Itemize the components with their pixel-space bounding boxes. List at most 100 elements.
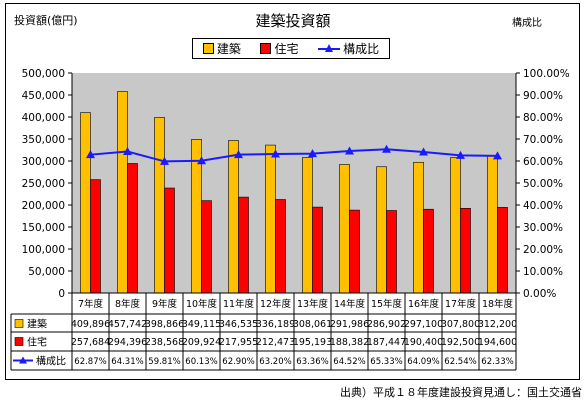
- marker-koseihi: [308, 149, 317, 158]
- table-value-kenchiku: 398,866: [145, 319, 184, 330]
- marker-koseihi: [345, 146, 354, 155]
- legend: 建築 住宅 構成比: [192, 38, 390, 59]
- table-value-jutaku: 188,382: [330, 337, 369, 348]
- bar-jutaku: [423, 208, 434, 294]
- y-right-tick-label: 50.00%: [523, 178, 563, 190]
- x-category-label: 14年度: [334, 298, 366, 310]
- y-right-tick-label: 10.00%: [523, 266, 563, 278]
- x-category-label: 17年度: [445, 298, 477, 310]
- table-value-koseihi: 64.31%: [111, 357, 143, 367]
- y-left-tick-label: 100,000: [22, 244, 65, 256]
- table-value-kenchiku: 336,189: [256, 319, 295, 330]
- table-key-marker-koseihi: [19, 356, 27, 364]
- y-right-tick-label: 40.00%: [523, 200, 563, 212]
- bar-jutaku: [201, 200, 212, 294]
- marker-koseihi: [419, 147, 428, 156]
- x-category-label: 12年度: [260, 298, 292, 310]
- plot-area: [72, 73, 516, 293]
- table-value-koseihi: 64.09%: [407, 357, 439, 367]
- bar-jutaku: [312, 206, 323, 294]
- y-right-tick-label: 100.00%: [523, 68, 570, 80]
- bar-jutaku: [238, 196, 249, 294]
- marker-koseihi: [271, 149, 280, 158]
- bar-kenchiku: [228, 140, 239, 294]
- legend-item-kenchiku: 建築: [202, 40, 241, 57]
- table-series-label-kenchiku: 建築: [27, 318, 47, 331]
- table-value-koseihi: 64.52%: [333, 357, 365, 367]
- x-category-label: 15年度: [371, 298, 403, 310]
- legend-label-kenchiku: 建築: [216, 42, 241, 56]
- table-value-kenchiku: 312,200: [478, 319, 517, 330]
- table-value-koseihi: 60.13%: [185, 357, 217, 367]
- table-value-jutaku: 212,473: [256, 337, 295, 348]
- y-left-tick-label: 400,000: [22, 112, 65, 124]
- bar-jutaku: [460, 208, 471, 294]
- y-left-tick-label: 250,000: [22, 178, 65, 190]
- y-left-tick-label: 150,000: [22, 222, 65, 234]
- chart-title: 建築投資額: [255, 12, 331, 30]
- table-value-koseihi: 65.33%: [370, 357, 402, 367]
- table-value-koseihi: 62.54%: [444, 357, 476, 367]
- y-left-tick-label: 350,000: [22, 134, 65, 146]
- bar-kenchiku: [487, 155, 498, 294]
- marker-koseihi: [160, 156, 169, 165]
- legend-line-koseihi: [318, 43, 341, 54]
- marker-koseihi: [493, 151, 502, 160]
- legend-swatch-kenchiku: [202, 43, 214, 54]
- table-value-jutaku: 217,955: [219, 337, 258, 348]
- table-key-jutaku: [14, 337, 24, 346]
- x-category-label: 7年度: [78, 298, 104, 310]
- bar-kenchiku: [450, 157, 461, 294]
- table-value-kenchiku: 409,896: [71, 319, 110, 330]
- y-right-tick-label: 70.00%: [523, 134, 563, 146]
- table-value-koseihi: 59.81%: [148, 357, 180, 367]
- table-value-kenchiku: 286,902: [367, 319, 406, 330]
- y-right-tick-label: 30.00%: [523, 222, 563, 234]
- marker-koseihi: [197, 156, 206, 165]
- table-value-jutaku: 257,684: [71, 337, 110, 348]
- table-value-kenchiku: 308,061: [293, 319, 332, 330]
- bar-kenchiku: [376, 166, 387, 294]
- bar-jutaku: [164, 187, 175, 294]
- legend-item-koseihi: 構成比: [318, 40, 379, 57]
- source-note: 出典）平成１８年度建設投資見通し：国土交通省: [340, 386, 582, 399]
- table-value-kenchiku: 349,115: [182, 319, 221, 330]
- table-value-kenchiku: 297,100: [404, 319, 443, 330]
- bar-jutaku: [349, 209, 360, 294]
- bar-kenchiku: [339, 164, 350, 294]
- legend-swatch-jutaku: [260, 43, 272, 54]
- bar-kenchiku: [117, 91, 128, 294]
- table-key-kenchiku: [14, 319, 24, 328]
- table-value-jutaku: 238,568: [145, 337, 184, 348]
- x-category-label: 8年度: [115, 298, 141, 310]
- table-series-label-jutaku: 住宅: [27, 336, 47, 349]
- marker-koseihi: [234, 150, 243, 159]
- table-value-kenchiku: 346,535: [219, 319, 258, 330]
- x-category-label: 16年度: [408, 298, 440, 310]
- x-category-label: 18年度: [482, 298, 514, 310]
- table-value-jutaku: 190,400: [404, 337, 443, 348]
- bar-kenchiku: [154, 117, 165, 294]
- chart-frame: [5, 3, 580, 380]
- legend-label-koseihi: 構成比: [343, 42, 380, 56]
- bar-jutaku: [386, 210, 397, 294]
- y-left-tick-label: 50,000: [28, 266, 65, 278]
- y-left-tick-label: 450,000: [22, 90, 65, 102]
- y-right-tick-label: 0.00%: [523, 288, 556, 300]
- table-value-koseihi: 63.20%: [259, 357, 291, 367]
- x-category-label: 10年度: [186, 298, 218, 310]
- y-left-tick-label: 300,000: [22, 156, 65, 168]
- bar-kenchiku: [265, 144, 276, 294]
- bar-kenchiku: [80, 112, 91, 294]
- bar-jutaku: [275, 199, 286, 294]
- y-left-tick-label: 500,000: [22, 68, 65, 80]
- table-value-koseihi: 62.87%: [74, 357, 106, 367]
- bar-kenchiku: [413, 161, 424, 294]
- legend-label-jutaku: 住宅: [274, 42, 299, 56]
- line-koseihi: [90, 148, 498, 163]
- bar-kenchiku: [302, 157, 313, 294]
- table-value-kenchiku: 457,742: [108, 319, 147, 330]
- bar-jutaku: [497, 207, 508, 294]
- table-value-kenchiku: 307,800: [441, 319, 480, 330]
- marker-koseihi: [123, 147, 132, 156]
